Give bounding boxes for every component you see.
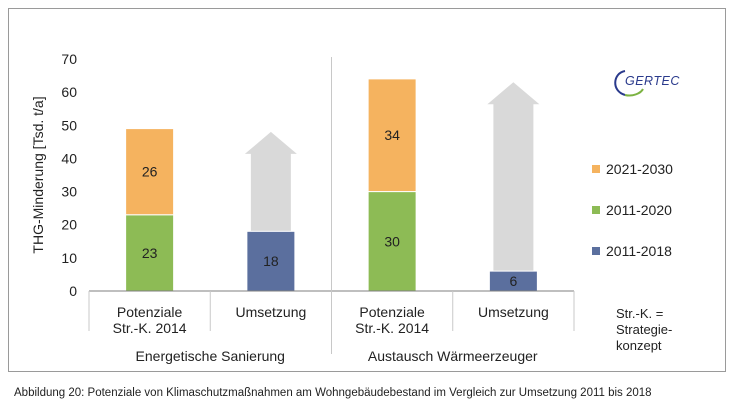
- x-tick-label: Umsetzung: [478, 304, 549, 320]
- legend-label: 2011-2020: [606, 202, 672, 218]
- bar-segment: [367, 191, 417, 292]
- legend-swatch: [592, 165, 600, 173]
- data-label: 23: [142, 245, 158, 261]
- data-label: 26: [142, 164, 158, 180]
- increase-arrow: [244, 131, 297, 232]
- abbreviation-note: Str.-K. = Strategie- konzept: [616, 306, 672, 354]
- bar-segment: [125, 214, 175, 292]
- note-line: Str.-K. =: [616, 306, 664, 321]
- chart-frame: 0 10 20 30 40 50 60 70 THG-Minderung [Tsd. t/a] 2…: [8, 8, 726, 372]
- increase-arrow: [487, 82, 540, 272]
- x-tick-label: Potenziale: [359, 304, 425, 320]
- group-label: Austausch Wärmeerzeuger: [368, 348, 538, 364]
- group-label: Energetische Sanierung: [136, 348, 285, 364]
- y-axis-label: THG-Minderung [Tsd. t/a]: [30, 96, 46, 253]
- y-tick-label: 40: [61, 150, 77, 166]
- legend-swatch: [592, 247, 600, 255]
- y-tick-label: 30: [61, 184, 77, 200]
- data-label: 30: [384, 233, 400, 249]
- legend-label: 2021-2030: [606, 161, 673, 177]
- x-tick-label: Str.-K. 2014: [355, 320, 429, 336]
- y-tick-label: 70: [61, 51, 77, 67]
- bar-segment: [125, 128, 175, 216]
- y-tick-label: 20: [61, 217, 77, 233]
- data-label: 6: [509, 273, 517, 289]
- gertec-logo: GERTEC: [611, 67, 691, 99]
- legend-label: 2011-2018: [606, 243, 672, 259]
- y-tick-label: 10: [61, 250, 77, 266]
- logo-swoosh-icon: [614, 70, 644, 97]
- y-tick-label: 0: [69, 283, 77, 299]
- data-label: 34: [384, 127, 400, 143]
- figure-caption: Abbildung 20: Potenziale von Klimaschutz…: [14, 387, 652, 399]
- logo-text: GERTEC: [625, 74, 680, 88]
- legend-swatch: [592, 206, 600, 214]
- stacked-bar-chart: 0 10 20 30 40 50 60 70 THG-Minderung [Tsd. t/a] 2…: [30, 51, 673, 364]
- y-tick-label: 60: [61, 84, 77, 100]
- data-label: 18: [263, 253, 279, 269]
- y-tick-label: 50: [61, 117, 77, 133]
- x-tick-label: Umsetzung: [235, 304, 306, 320]
- x-tick-label: Str.-K. 2014: [113, 320, 187, 336]
- bar-segment: [367, 78, 417, 193]
- note-line: konzept: [616, 338, 662, 353]
- note-line: Strategie-: [616, 322, 673, 337]
- x-tick-label: Potenziale: [117, 304, 183, 320]
